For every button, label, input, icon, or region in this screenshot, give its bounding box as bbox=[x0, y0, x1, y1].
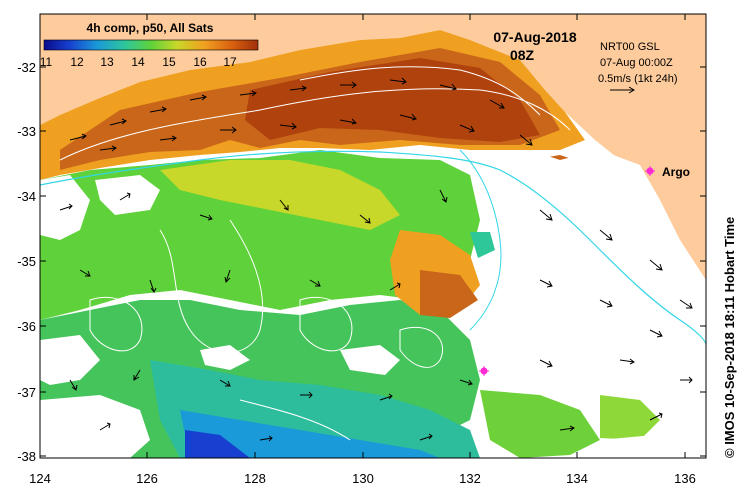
argo-label: Argo bbox=[662, 165, 690, 179]
y-tick-label: -33 bbox=[17, 124, 36, 139]
bathymetry-line-2 bbox=[459, 149, 502, 331]
date-label: 07-Aug-2018 bbox=[493, 29, 576, 45]
colorbar-tick: 17 bbox=[223, 55, 237, 69]
y-tick-label: -36 bbox=[17, 319, 36, 334]
current-scale-label: 0.5m/s (1kt 24h) bbox=[598, 73, 677, 85]
x-tick-label: 136 bbox=[674, 471, 696, 486]
colorbar-tick: 14 bbox=[131, 55, 145, 69]
x-tick-labels: 124 126 128 130 132 134 136 bbox=[29, 471, 696, 486]
x-tick-label: 130 bbox=[352, 471, 374, 486]
x-tick-label: 124 bbox=[29, 471, 51, 486]
y-tick-label: -32 bbox=[17, 60, 36, 75]
y-tick-label: -35 bbox=[17, 254, 36, 269]
x-tick-label: 126 bbox=[136, 471, 158, 486]
y-axis bbox=[40, 66, 706, 457]
y-tick-label: -34 bbox=[17, 189, 36, 204]
x-tick-label: 134 bbox=[566, 471, 588, 486]
colorbar bbox=[43, 39, 259, 51]
current-datetime-label: 07-Aug 00:00Z bbox=[600, 57, 673, 69]
land-region bbox=[40, 14, 706, 290]
colorbar-tick: 12 bbox=[70, 55, 84, 69]
y-tick-labels: -32 -33 -34 -35 -36 -37 -38 bbox=[17, 60, 36, 464]
argo-float-marker[interactable] bbox=[645, 166, 655, 176]
argo-float-marker-2[interactable] bbox=[479, 366, 489, 376]
current-vectors bbox=[59, 77, 693, 442]
x-axis bbox=[39, 14, 686, 458]
y-tick-label: -38 bbox=[17, 449, 36, 464]
colorbar-tick: 13 bbox=[100, 55, 114, 69]
plot-frame bbox=[39, 13, 707, 459]
time-label: 08Z bbox=[510, 47, 535, 63]
current-model-label: NRT00 GSL bbox=[600, 41, 660, 53]
no-data-areas bbox=[40, 150, 706, 458]
bathymetry-line bbox=[40, 150, 706, 346]
y-tick-label: -37 bbox=[17, 385, 36, 400]
colorbar-tick: 11 bbox=[40, 55, 53, 69]
isotherm-contours bbox=[59, 66, 571, 441]
colorbar-tick: 15 bbox=[162, 55, 176, 69]
x-tick-label: 132 bbox=[459, 471, 481, 486]
colorbar-tick: 16 bbox=[193, 55, 207, 69]
copyright-label: © IMOS 10-Sep-2018 18:11 Hobart Time bbox=[722, 216, 737, 458]
scale-arrow bbox=[610, 86, 635, 94]
x-tick-label: 128 bbox=[244, 471, 266, 486]
composite-title: 4h comp, p50, All Sats bbox=[87, 21, 214, 35]
colorbar-tick-labels: 11 12 13 14 15 16 17 bbox=[40, 55, 237, 69]
